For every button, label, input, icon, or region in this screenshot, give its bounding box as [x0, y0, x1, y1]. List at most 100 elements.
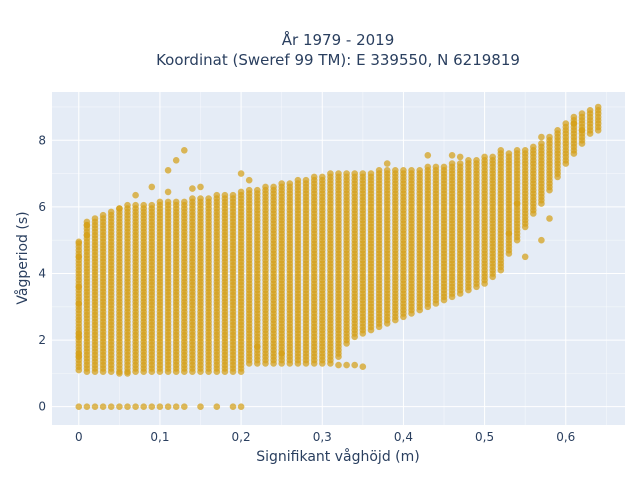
data-point: [253, 343, 261, 351]
data-point: [319, 173, 326, 181]
data-point: [375, 167, 383, 174]
data-point: [270, 183, 277, 191]
chart-title-line-1: År 1979 - 2019: [282, 30, 395, 49]
data-point: [189, 195, 196, 202]
data-point: [132, 191, 139, 199]
data-point: [456, 160, 464, 167]
data-point: [99, 211, 107, 219]
data-point: [359, 170, 367, 177]
data-point: [83, 231, 91, 239]
data-point: [383, 167, 391, 174]
data-point: [505, 230, 513, 237]
data-point: [148, 403, 156, 411]
data-point: [262, 183, 269, 191]
x-tick-label: 0,2: [232, 430, 251, 444]
data-point: [148, 183, 156, 191]
data-point: [440, 163, 448, 171]
data-point: [75, 300, 83, 307]
data-point: [416, 167, 424, 174]
x-tick-label: 0,3: [313, 430, 332, 444]
data-point: [197, 403, 204, 411]
data-point: [570, 120, 578, 127]
data-point: [546, 215, 553, 222]
data-point: [400, 167, 407, 174]
data-point: [513, 147, 521, 154]
y-axis-title: Vågperiod (s): [14, 211, 31, 304]
y-axis-ticks: 0 2 4 6 8: [38, 133, 46, 413]
data-point: [237, 170, 245, 177]
data-point: [578, 110, 586, 117]
data-point: [278, 180, 286, 187]
data-point: [164, 198, 172, 206]
data-point: [554, 127, 561, 134]
data-point: [229, 191, 237, 199]
y-tick-label: 2: [38, 333, 46, 347]
x-axis-ticks: 0 0,1 0,2 0,3 0,4 0,5 0,6: [75, 430, 575, 444]
chart-title-line-2: Koordinat (Sweref 99 TM): E 339550, N 62…: [156, 51, 520, 69]
data-point: [335, 170, 342, 177]
data-point: [521, 253, 529, 261]
data-point: [448, 160, 456, 167]
data-point: [530, 143, 537, 151]
data-point: [197, 183, 204, 191]
data-point: [116, 205, 123, 212]
data-point: [83, 221, 91, 229]
data-point: [383, 160, 391, 167]
data-point: [91, 215, 99, 222]
data-point: [124, 201, 131, 209]
data-point: [205, 195, 212, 202]
data-point: [367, 170, 375, 177]
data-point: [124, 370, 131, 377]
x-tick-label: 0: [75, 430, 83, 444]
data-point: [351, 170, 359, 177]
data-point: [156, 403, 164, 411]
data-point: [75, 403, 83, 411]
data-point: [538, 236, 545, 244]
data-point: [538, 140, 545, 147]
data-point: [473, 157, 480, 164]
data-point: [456, 153, 464, 161]
data-point: [229, 403, 237, 411]
data-point: [432, 163, 440, 171]
data-point: [513, 200, 521, 207]
data-point: [521, 147, 529, 154]
data-point: [351, 361, 359, 369]
data-point: [359, 363, 367, 371]
data-point: [107, 403, 115, 411]
data-point: [75, 283, 83, 291]
x-axis-title: Signifikant våghöjd (m): [256, 448, 419, 465]
data-point: [392, 167, 399, 174]
data-point: [343, 361, 350, 369]
data-point: [132, 403, 139, 411]
data-point: [594, 127, 602, 134]
y-tick-label: 4: [38, 266, 46, 280]
data-point: [132, 201, 139, 209]
x-tick-label: 0,1: [150, 430, 169, 444]
data-point: [221, 191, 229, 199]
data-point: [343, 170, 350, 177]
data-point: [448, 152, 456, 159]
data-point: [83, 403, 91, 411]
data-point: [253, 186, 261, 194]
data-point: [546, 133, 553, 141]
data-point: [172, 157, 180, 164]
data-point: [116, 370, 123, 377]
data-point: [489, 153, 497, 161]
data-point: [164, 167, 172, 174]
data-point: [189, 185, 196, 192]
data-point: [562, 120, 570, 127]
data-point: [335, 361, 342, 369]
data-point: [237, 403, 245, 411]
data-point: [181, 147, 188, 154]
data-point: [245, 176, 253, 184]
data-point: [99, 403, 107, 411]
data-point: [164, 403, 172, 411]
data-point: [75, 238, 83, 246]
x-tick-label: 0,5: [475, 430, 494, 444]
data-point: [181, 403, 188, 411]
data-point: [278, 350, 286, 357]
data-point: [213, 191, 221, 199]
data-point: [570, 113, 578, 121]
data-point: [465, 157, 472, 164]
